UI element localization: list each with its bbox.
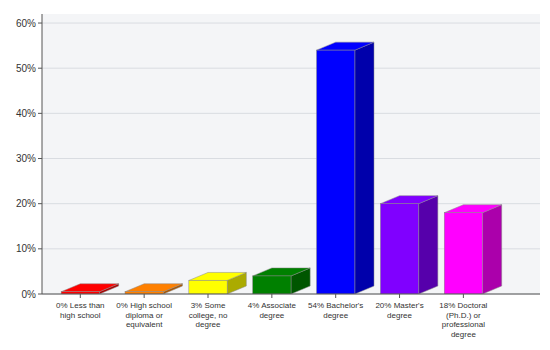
y-tick <box>38 68 42 69</box>
bar-group <box>125 284 182 294</box>
y-tick <box>38 294 42 295</box>
chart-container: 0% 10% 20% 30% 40% 50% 60% 0% Less thanhigh sch… <box>0 0 550 350</box>
y-tick <box>38 248 42 249</box>
y-tick-label: 50% <box>16 63 36 74</box>
x-tick <box>144 294 145 298</box>
bar-top <box>253 268 310 276</box>
bar-top <box>189 272 246 280</box>
x-tick-label: 0% High schooldiploma orequivalent <box>116 301 172 329</box>
y-axis-line <box>42 14 43 294</box>
bar <box>380 204 418 294</box>
x-tick-label: 54% Bachelor'sdegree <box>308 301 363 320</box>
grid-line <box>42 23 540 24</box>
y-tick <box>38 113 42 114</box>
y-tick-label: 20% <box>16 198 36 209</box>
grid-line <box>42 158 540 159</box>
grid-line <box>42 203 540 204</box>
bar <box>189 280 227 294</box>
x-tick <box>80 294 81 298</box>
y-tick-label: 0% <box>22 289 37 300</box>
x-tick <box>271 294 272 298</box>
y-tick <box>38 203 42 204</box>
y-axis: 0% 10% 20% 30% 40% 50% 60% <box>16 18 540 300</box>
x-tick <box>463 294 464 298</box>
bar-group <box>317 42 374 294</box>
x-tick <box>335 294 336 298</box>
x-tick-label: 3% Somecollege, nodegree <box>189 301 228 329</box>
plot-area <box>42 14 540 294</box>
bars <box>61 42 502 294</box>
bar-group <box>189 272 246 294</box>
bar <box>317 50 355 294</box>
x-tick-label: 18% Doctoral(Ph.D.) orprofessionaldegree <box>439 301 487 339</box>
grid-line <box>42 68 540 69</box>
grid-line <box>42 113 540 114</box>
chart-svg: 0% 10% 20% 30% 40% 50% 60% 0% Less thanhigh sch… <box>0 0 550 350</box>
y-tick-label: 60% <box>16 18 36 29</box>
x-tick <box>208 294 209 298</box>
y-tick-label: 10% <box>16 243 36 254</box>
y-tick <box>38 23 42 24</box>
bar <box>253 276 291 294</box>
x-tick <box>399 294 400 298</box>
grid-line <box>42 294 540 295</box>
bar-top <box>444 205 501 213</box>
x-tick-label: 4% Associatedegree <box>248 301 297 320</box>
bar-top <box>317 42 374 50</box>
x-axis-line <box>42 294 540 295</box>
y-tick-label: 40% <box>16 108 36 119</box>
x-tick-label: 20% Master'sdegree <box>375 301 423 320</box>
bar-top <box>380 196 437 204</box>
x-axis: 0% Less thanhigh school 0% High schooldip… <box>56 294 488 339</box>
bar <box>444 213 482 294</box>
bar-side <box>355 42 374 294</box>
bar-group <box>380 196 437 294</box>
bar-group <box>444 205 501 294</box>
bar-top <box>61 284 118 292</box>
bar-group <box>253 268 310 294</box>
bar-group <box>61 284 118 294</box>
bar-side <box>483 205 502 294</box>
y-tick-label: 30% <box>16 153 36 164</box>
x-tick-label: 0% Less thanhigh school <box>56 301 104 320</box>
bar-top <box>125 284 182 292</box>
bar-side <box>419 196 438 294</box>
y-tick <box>38 158 42 159</box>
